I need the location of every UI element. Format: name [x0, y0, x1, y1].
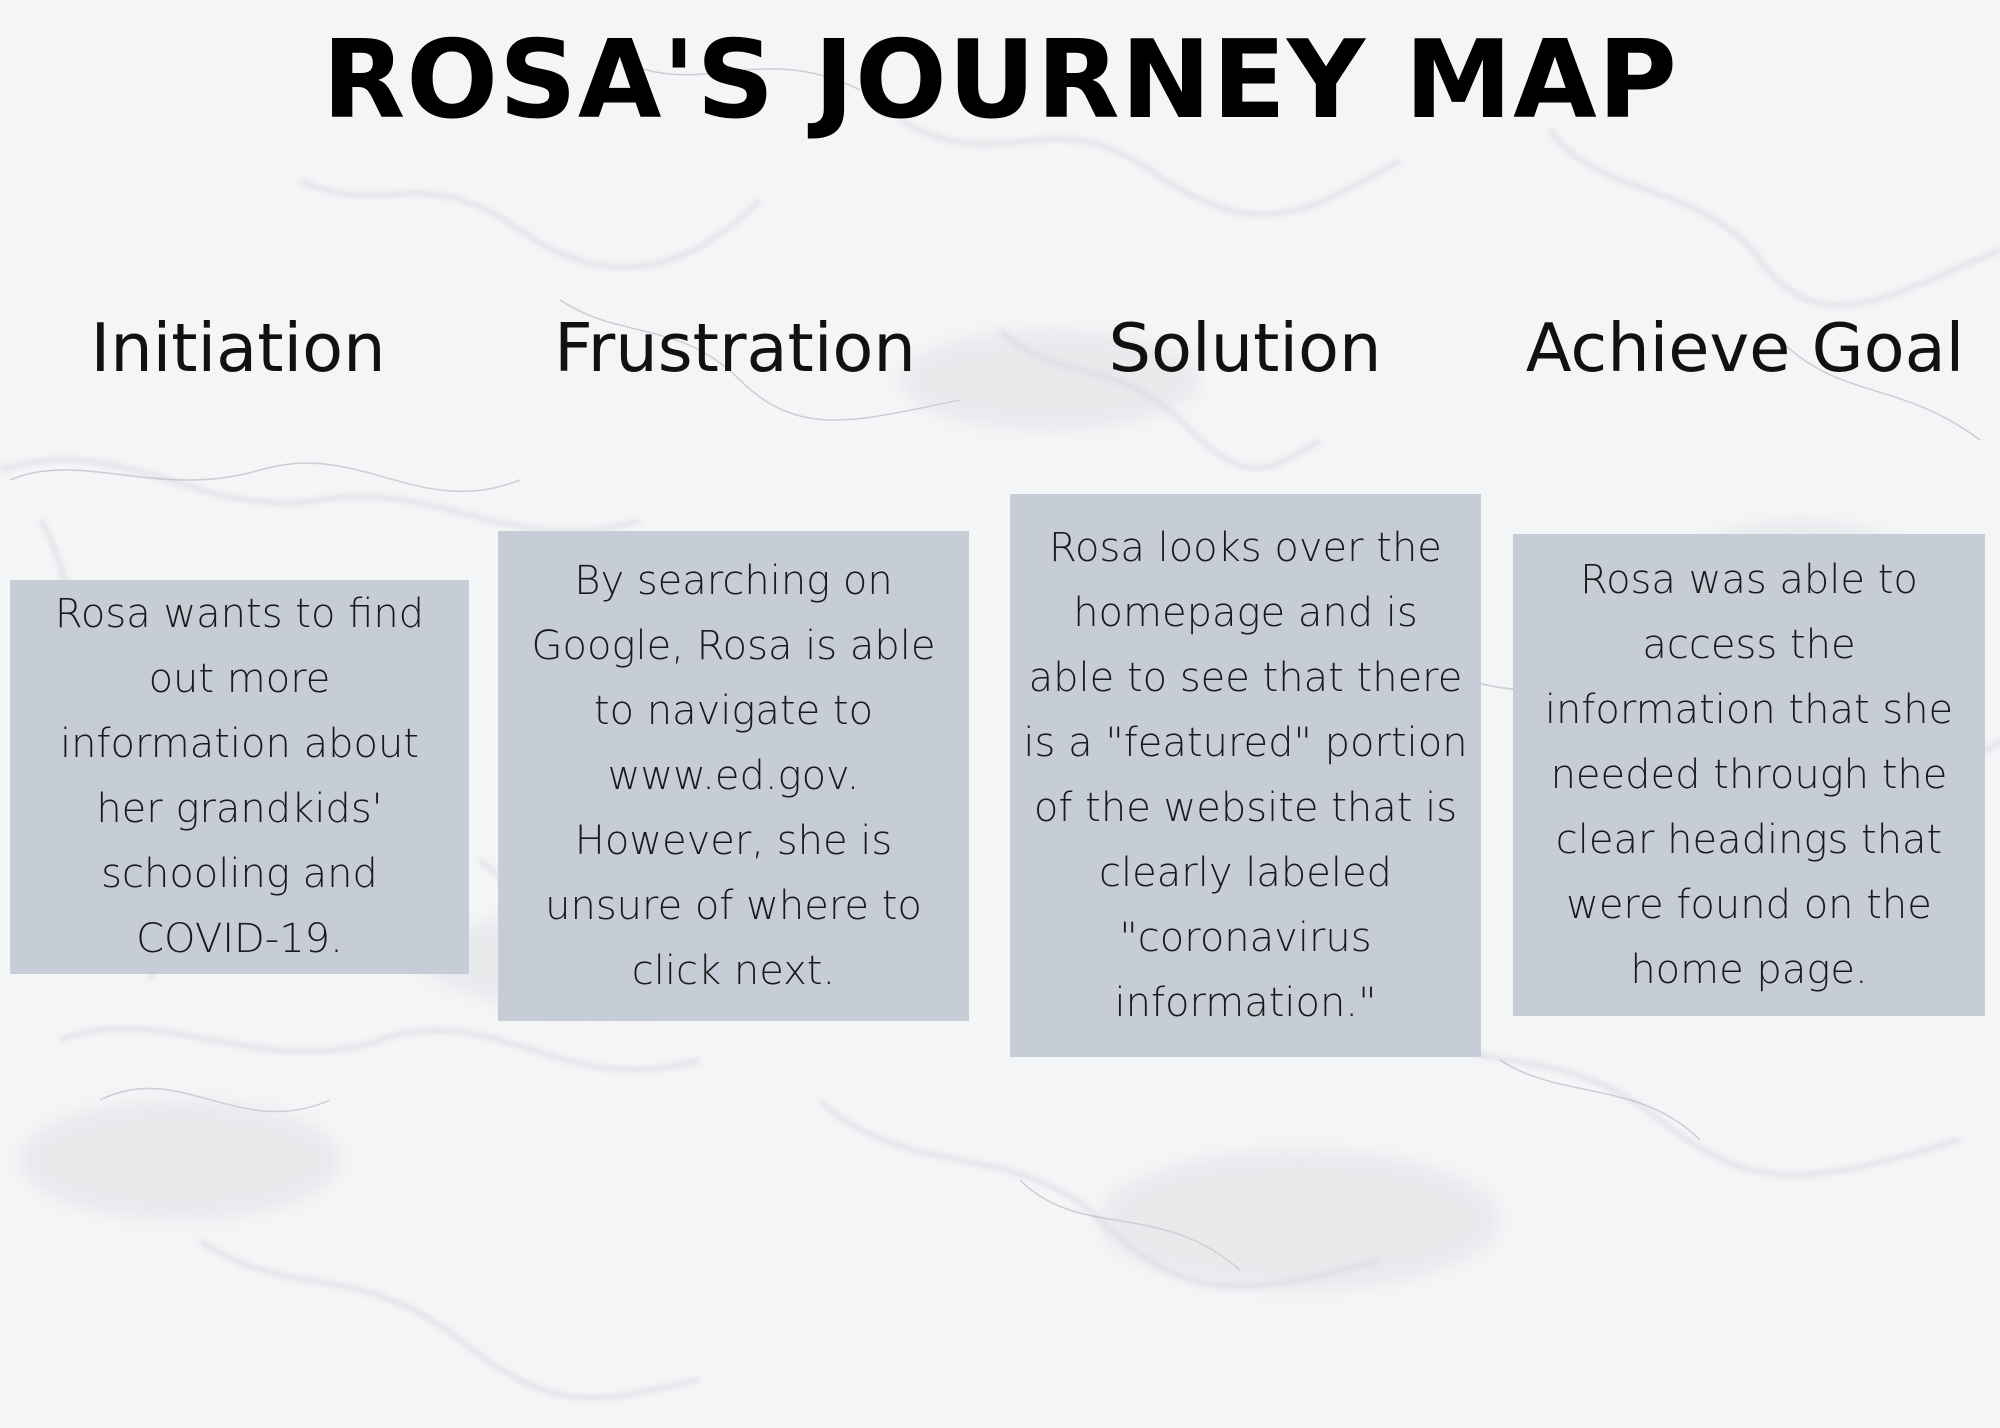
stage-card-frustration: By searching on Google, Rosa is able to … [498, 531, 969, 1021]
stage-description: Rosa wants to find out more information … [54, 591, 425, 962]
stage-card-solution: Rosa looks over the homepage and is able… [1010, 494, 1481, 1057]
stage-title-solution: Solution [1108, 309, 1382, 387]
stage-title-frustration: Frustration [554, 309, 916, 387]
page-title: ROSA'S JOURNEY MAP [322, 18, 1678, 143]
stage-description: Rosa was able to access the information … [1544, 556, 1954, 993]
stage-description: Rosa looks over the homepage and is able… [1023, 524, 1468, 1026]
stage-card-initiation: Rosa wants to find out more information … [10, 580, 469, 974]
stage-card-achieve-goal: Rosa was able to access the information … [1513, 534, 1985, 1016]
stage-title-initiation: Initiation [90, 309, 386, 387]
stage-description: By searching on Google, Rosa is able to … [531, 557, 936, 994]
stage-title-achieve-goal: Achieve Goal [1525, 309, 1965, 387]
